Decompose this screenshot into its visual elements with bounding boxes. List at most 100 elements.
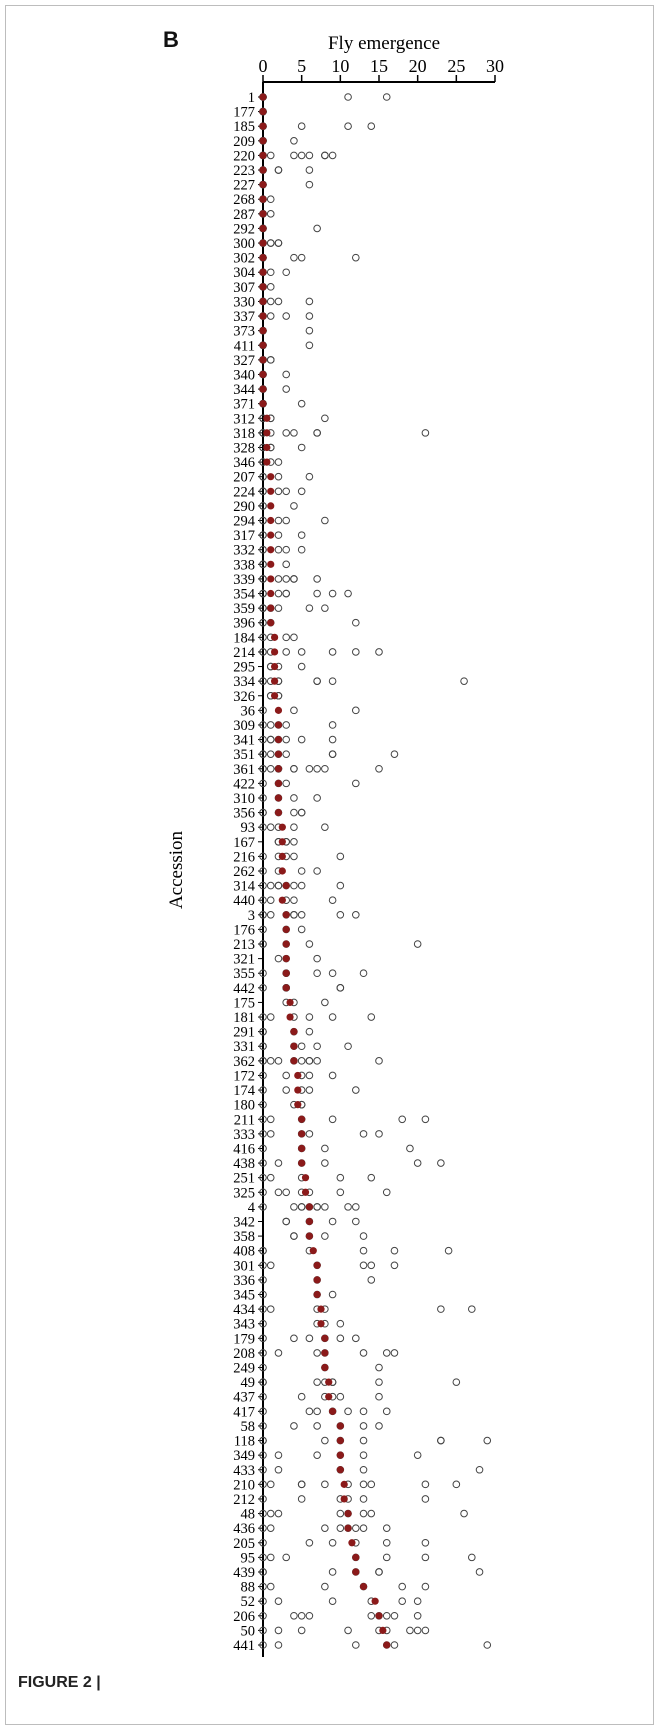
replicate-point <box>266 1480 275 1489</box>
mean-point <box>267 589 275 598</box>
replicate-point <box>321 1480 329 1489</box>
replicate-point <box>321 1436 329 1445</box>
replicate-point <box>259 1451 267 1459</box>
replicate-point <box>259 1188 267 1197</box>
x-tick-label: 15 <box>370 56 388 76</box>
replicate-point <box>259 779 267 788</box>
mean-point <box>290 1042 298 1050</box>
replicate-point <box>259 1261 267 1270</box>
replicate-point <box>367 1611 376 1620</box>
mean-point <box>271 648 279 656</box>
replicate-point <box>259 1436 267 1445</box>
mean-point <box>352 1568 360 1576</box>
accession-label: 212 <box>233 1492 255 1508</box>
replicate-point <box>297 253 306 262</box>
replicate-point <box>259 808 267 817</box>
replicate-point <box>413 1611 422 1620</box>
replicate-point <box>321 151 329 160</box>
accession-label: 343 <box>233 1317 255 1333</box>
replicate-point <box>282 589 291 598</box>
replicate-point <box>321 1524 329 1532</box>
accession-label: 184 <box>233 630 256 646</box>
replicate-point <box>344 93 352 101</box>
replicate-point <box>266 1261 275 1270</box>
replicate-point <box>259 1100 267 1109</box>
replicate-point <box>359 1509 368 1518</box>
replicate-point <box>352 1334 360 1343</box>
mean-point <box>282 940 290 948</box>
replicate-point <box>359 1451 368 1459</box>
accession-label: 209 <box>233 134 255 150</box>
replicate-point <box>297 1626 306 1635</box>
replicate-point <box>282 1086 291 1094</box>
replicate-point <box>290 896 298 905</box>
accession-label: 175 <box>233 995 255 1011</box>
mean-point <box>321 1349 329 1357</box>
replicate-point <box>352 911 360 919</box>
replicate-point <box>259 940 267 948</box>
mean-point <box>309 1247 317 1255</box>
replicate-point <box>282 575 291 583</box>
replicate-point <box>259 1144 267 1153</box>
mean-point <box>259 327 267 335</box>
mean-point <box>282 911 290 919</box>
mean-point <box>278 838 286 846</box>
replicate-point <box>328 151 337 160</box>
accession-label: 441 <box>233 1638 255 1654</box>
replicate-point <box>313 1042 321 1051</box>
replicate-point <box>259 735 267 744</box>
replicate-point <box>421 429 430 437</box>
replicate-point <box>259 1086 267 1094</box>
replicate-point <box>274 1188 283 1197</box>
replicate-point <box>390 1349 399 1357</box>
x-tick-label: 10 <box>331 56 349 76</box>
accession-label: 359 <box>233 601 255 617</box>
replicate-point <box>382 1538 391 1547</box>
mean-point <box>274 794 283 802</box>
accession-label: 334 <box>233 674 256 690</box>
accession-label: 327 <box>233 353 255 369</box>
replicate-point <box>328 648 337 656</box>
replicate-point <box>321 516 329 525</box>
replicate-point <box>398 1582 407 1591</box>
accession-label: 227 <box>233 178 255 194</box>
accession-label: 177 <box>233 105 255 121</box>
replicate-point <box>344 1042 352 1051</box>
accession-label: 416 <box>233 1141 255 1157</box>
replicate-point <box>382 1407 391 1416</box>
mean-point <box>259 137 267 145</box>
replicate-point <box>266 735 275 744</box>
replicate-point <box>290 881 298 890</box>
replicate-point <box>266 1173 275 1182</box>
replicate-point <box>274 1465 283 1474</box>
accession-label: 337 <box>233 309 255 325</box>
replicate-point <box>328 1538 337 1547</box>
accession-label: 180 <box>233 1098 255 1114</box>
replicate-point <box>359 1495 368 1503</box>
mean-point <box>259 239 267 247</box>
replicate-point <box>259 1130 267 1138</box>
replicate-point <box>282 779 291 788</box>
replicate-point <box>313 589 321 598</box>
replicate-point <box>259 764 267 773</box>
replicate-point <box>398 1115 407 1124</box>
replicate-point <box>352 1641 360 1649</box>
replicate-point <box>297 1611 306 1620</box>
replicate-point <box>259 1349 267 1357</box>
replicate-point <box>305 1611 314 1620</box>
replicate-point <box>274 1509 283 1518</box>
replicate-point <box>274 589 283 598</box>
replicate-point <box>266 151 275 160</box>
mean-point <box>352 1553 360 1561</box>
accession-label: 88 <box>241 1580 256 1596</box>
x-tick-label: 5 <box>297 56 306 76</box>
replicate-point <box>282 268 291 277</box>
accession-label: 440 <box>233 893 255 909</box>
replicate-point <box>375 648 383 656</box>
accession-label: 340 <box>233 367 255 383</box>
replicate-point <box>259 1509 267 1518</box>
accession-label: 342 <box>233 1214 255 1230</box>
accession-label: 434 <box>233 1302 256 1318</box>
replicate-point <box>290 794 298 802</box>
mean-point <box>267 546 275 554</box>
